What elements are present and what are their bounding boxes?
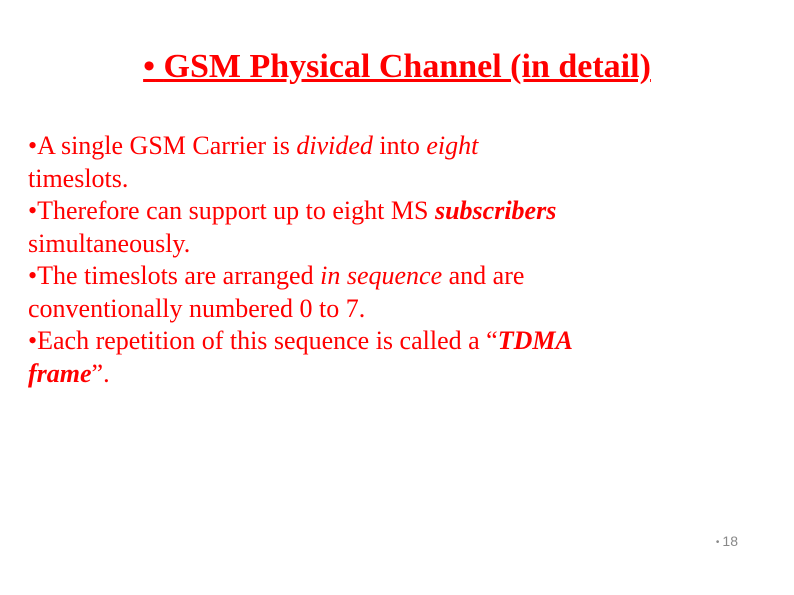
bullet-icon: • <box>28 326 37 355</box>
slide-title: • GSM Physical Channel (in detail) <box>0 48 794 86</box>
bullet-text-segment: A single GSM Carrier is <box>37 131 296 160</box>
bullet-text-segment: ”. <box>92 359 110 388</box>
bullet-text-segment: The timeslots are arranged <box>37 261 320 290</box>
bullet-icon: • <box>28 261 37 290</box>
bullet-text-segment: into <box>373 131 426 160</box>
pagenum-value: 18 <box>722 533 738 549</box>
bullet-item: •The timeslots are arranged in sequence … <box>28 260 576 325</box>
bullet-item: •A single GSM Carrier is divided into ei… <box>28 130 576 195</box>
bullet-icon: • <box>28 196 37 225</box>
slide: • GSM Physical Channel (in detail) •A si… <box>0 0 794 595</box>
bullet-item: •Therefore can support up to eight MS su… <box>28 195 576 260</box>
pagenum-bullet-icon: • <box>716 537 720 548</box>
bullet-text-segment: in sequence <box>320 261 442 290</box>
bullet-text-segment: Each repetition of this sequence is call… <box>37 326 498 355</box>
bullet-icon: • <box>28 131 37 160</box>
page-number: •18 <box>716 533 738 549</box>
slide-body: •A single GSM Carrier is divided into ei… <box>28 130 576 390</box>
bullet-text-segment: timeslots. <box>28 164 128 193</box>
bullet-item: •Each repetition of this sequence is cal… <box>28 325 576 390</box>
bullet-text-segment: subscribers <box>435 196 556 225</box>
title-bullet-icon: • <box>143 48 155 85</box>
bullet-text-segment: Therefore can support up to eight MS <box>37 196 435 225</box>
title-text: GSM Physical Channel (in detail) <box>164 48 651 85</box>
bullet-text-segment: eight <box>426 131 478 160</box>
bullet-text-segment: simultaneously. <box>28 229 190 258</box>
bullet-text-segment: divided <box>296 131 373 160</box>
